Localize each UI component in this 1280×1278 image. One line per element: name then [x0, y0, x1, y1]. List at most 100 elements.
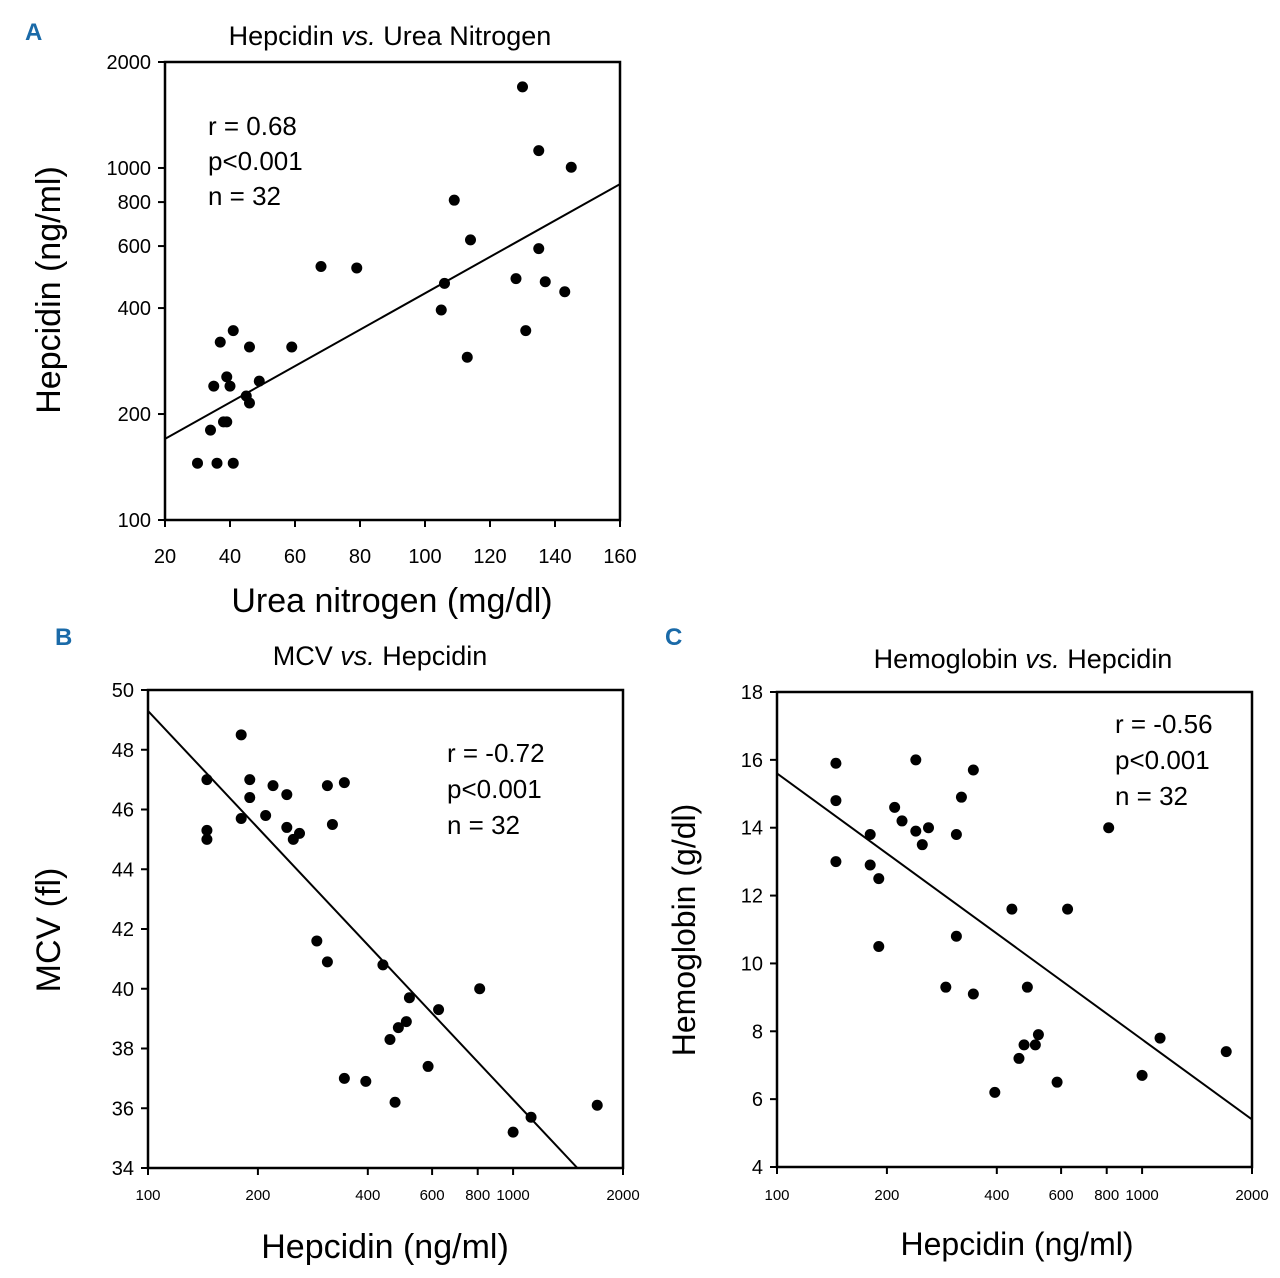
data-point: [1006, 903, 1018, 915]
y-tick-label: 800: [118, 192, 151, 214]
data-point: [392, 1022, 404, 1034]
data-point: [1013, 1052, 1025, 1064]
data-point: [201, 774, 213, 786]
x-tick-label: 600: [420, 1187, 445, 1204]
title-main: Hemoglobin: [874, 644, 1026, 674]
data-point: [864, 859, 876, 871]
data-point: [950, 829, 962, 840]
x-tick-label: 800: [1094, 1187, 1119, 1204]
y-tick-label: 8: [752, 1021, 763, 1043]
x-axis-label: Hepcidin (ng/ml): [261, 1228, 509, 1266]
data-point: [244, 341, 255, 353]
x-tick-label: 800: [465, 1187, 490, 1204]
panel-letter: A: [25, 19, 42, 46]
data-point: [533, 145, 545, 157]
data-point: [286, 341, 298, 353]
data-point: [235, 812, 247, 824]
data-point: [950, 930, 962, 942]
chart-title: Hepcidin vs. Urea Nitrogen: [229, 21, 552, 51]
data-point: [1032, 1029, 1044, 1041]
data-point: [510, 273, 522, 285]
data-point: [940, 981, 952, 993]
x-tick-label: 400: [355, 1187, 380, 1204]
x-tick-label: 100: [135, 1187, 160, 1204]
y-tick-label: 1000: [107, 158, 152, 180]
data-point: [565, 161, 577, 173]
stat-text: r = -0.72: [447, 738, 545, 768]
data-point: [214, 336, 226, 348]
y-tick-label: 2000: [107, 52, 152, 74]
title-main: Hepcidin: [229, 21, 342, 51]
y-tick-label: 18: [741, 682, 763, 704]
data-point: [267, 780, 279, 792]
data-point: [910, 825, 922, 837]
data-point: [384, 1034, 396, 1046]
data-point: [400, 1016, 412, 1028]
y-tick-label: 42: [112, 919, 134, 941]
stat-text: p<0.001: [1115, 745, 1210, 775]
y-tick-label: 200: [118, 404, 151, 426]
data-point: [281, 821, 293, 833]
y-tick-label: 40: [112, 979, 134, 1001]
x-axis-label: Urea nitrogen (mg/dl): [231, 582, 552, 620]
data-point: [321, 956, 333, 968]
y-tick-label: 36: [112, 1098, 134, 1120]
data-point: [377, 959, 389, 971]
regression-line: [777, 772, 1252, 1121]
x-tick-label: 1000: [496, 1187, 529, 1204]
y-axis-label: Hemoglobin (g/dl): [666, 804, 702, 1057]
data-point: [1154, 1032, 1166, 1044]
chart-title: MCV vs. Hepcidin: [273, 641, 488, 671]
x-tick-label: 120: [473, 546, 506, 568]
data-point: [389, 1096, 401, 1108]
y-axis-label: MCV (fl): [30, 868, 68, 993]
data-point: [539, 276, 551, 288]
y-tick-label: 400: [118, 298, 151, 320]
x-tick-label: 40: [219, 546, 241, 568]
y-tick-label: 14: [741, 818, 763, 840]
y-tick-label: 48: [112, 740, 134, 762]
x-tick-label: 100: [408, 546, 441, 568]
y-tick-label: 50: [112, 680, 134, 702]
data-point: [967, 764, 979, 776]
stat-text: r = -0.56: [1115, 709, 1213, 739]
data-point: [244, 792, 256, 804]
data-point: [1051, 1076, 1063, 1088]
y-axis-label: Hepcidin (ng/ml): [30, 166, 68, 414]
data-point: [227, 325, 239, 337]
plot-frame: [163, 60, 622, 522]
data-point: [1018, 1039, 1030, 1051]
title-italic: vs.: [341, 21, 376, 51]
x-tick-label: 20: [154, 546, 176, 568]
data-point: [1220, 1046, 1232, 1058]
data-point: [591, 1099, 603, 1111]
x-tick-label: 200: [245, 1187, 270, 1204]
data-point: [403, 992, 415, 1004]
data-point: [873, 940, 885, 952]
data-point: [435, 304, 447, 316]
data-point: [208, 380, 220, 392]
x-tick-label: 600: [1049, 1187, 1074, 1204]
panel-b: B MCV vs. Hepcidin 100 200 400 600 800 1000 2000…: [30, 624, 640, 1266]
y-tick-label: 4: [752, 1157, 763, 1179]
y-tick-label: 34: [112, 1158, 134, 1180]
x-tick-label: 400: [984, 1187, 1009, 1204]
x-tick-label: 160: [603, 546, 636, 568]
data-point: [433, 1004, 445, 1016]
data-point: [1021, 981, 1033, 993]
data-point: [830, 757, 842, 769]
data-point: [326, 818, 338, 830]
data-point: [517, 81, 528, 93]
title-tail: Urea Nitrogen: [376, 21, 552, 51]
data-point: [465, 234, 476, 246]
panel-a: A Hepcidin vs. Urea Nitrogen 20 40 60 80 100 12…: [25, 19, 637, 620]
data-point: [559, 286, 571, 298]
panel-letter: B: [55, 624, 72, 651]
data-point: [1029, 1039, 1041, 1051]
data-point: [525, 1111, 537, 1123]
data-point: [910, 754, 922, 766]
y-tick-label: 6: [752, 1089, 763, 1111]
x-tick-label: 100: [764, 1187, 789, 1204]
data-point: [221, 416, 233, 428]
